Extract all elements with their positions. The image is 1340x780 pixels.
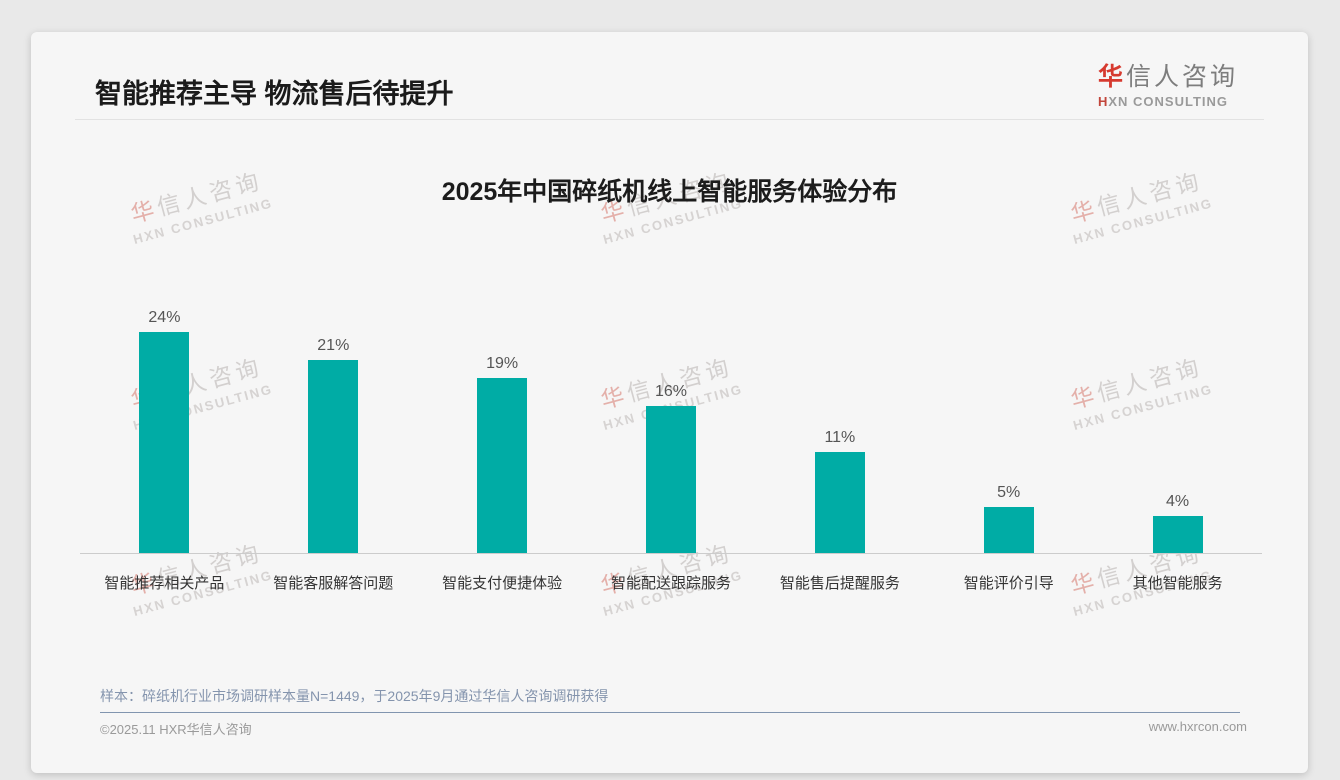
logo-en-text: HXN CONSULTING xyxy=(1098,94,1238,109)
header-divider xyxy=(75,119,1264,120)
category-row: 智能推荐相关产品 智能客服解答问题 智能支付便捷体验 智能配送跟踪服务 智能售后提醒服务… xyxy=(80,554,1262,593)
bar-value-label: 16% xyxy=(654,383,688,400)
logo-cn-text: 华信人咨询 xyxy=(1098,57,1238,93)
bar xyxy=(139,332,190,553)
company-logo: 华信人咨询 HXN CONSULTING xyxy=(1098,57,1238,109)
logo-en-first-char: H xyxy=(1097,94,1109,109)
bar-column: 24% xyxy=(80,309,249,553)
bar-value-label: 24% xyxy=(148,309,181,326)
bar xyxy=(983,507,1034,553)
footer-divider xyxy=(100,712,1240,713)
category-label: 智能配送跟踪服务 xyxy=(611,575,732,592)
bar xyxy=(646,406,696,553)
copyright-text: ©2025.11 HXR华信人咨询 xyxy=(100,722,252,737)
bar-value-label: 21% xyxy=(317,337,350,354)
bar-column: 5% xyxy=(924,484,1093,553)
sample-footnote: 样本：碎纸机行业市场调研样本量N=1449，于2025年9月通过华信人咨询调研获… xyxy=(100,688,609,704)
footer: ©2025.11 HXR华信人咨询 www.hxrcon.com xyxy=(100,719,1247,738)
category-label: 智能评价引导 xyxy=(963,575,1054,592)
category-label: 智能推荐相关产品 xyxy=(104,575,225,592)
bar-column: 19% xyxy=(418,355,587,553)
slide-card: 华信人咨询 HXN CONSULTING 华信人咨询 HXN CONSULTING 华信… xyxy=(31,32,1308,773)
bar-value-label: 4% xyxy=(1166,493,1190,510)
category-label: 智能支付便捷体验 xyxy=(442,575,563,592)
bar xyxy=(308,360,359,553)
chart-title: 2025年中国碎纸机线上智能服务体验分布 xyxy=(441,178,898,206)
category-label: 智能客服解答问题 xyxy=(273,575,394,592)
bar-value-label: 5% xyxy=(997,484,1021,501)
page-title: 智能推荐主导 物流售后待提升 xyxy=(95,79,454,109)
bar-value-label: 11% xyxy=(824,429,856,446)
bar-column: 11% xyxy=(755,429,924,553)
bar-column: 21% xyxy=(249,337,418,553)
bar xyxy=(1152,516,1203,553)
logo-en-rest: XN CONSULTING xyxy=(1108,94,1229,109)
logo-cn-rest: 信人咨询 xyxy=(1125,63,1238,91)
bar-value-label: 19% xyxy=(486,355,519,372)
bar xyxy=(814,452,865,553)
bar-column: 4% xyxy=(1093,493,1262,553)
category-label: 智能售后提醒服务 xyxy=(779,575,900,592)
bar xyxy=(477,378,528,553)
bar-chart: 24% 21% 19% 16% 11% 5% 4% 智能推荐相关产品 智能客服解答问题 智能支付… xyxy=(80,309,1262,593)
bar-columns: 24% 21% 19% 16% 11% 5% 4% xyxy=(80,309,1262,554)
bar-column: 16% xyxy=(587,383,756,553)
website-text: www.hxrcon.com xyxy=(1148,719,1247,734)
logo-cn-first-char: 华 xyxy=(1097,63,1126,91)
category-label: 其他智能服务 xyxy=(1132,575,1223,592)
